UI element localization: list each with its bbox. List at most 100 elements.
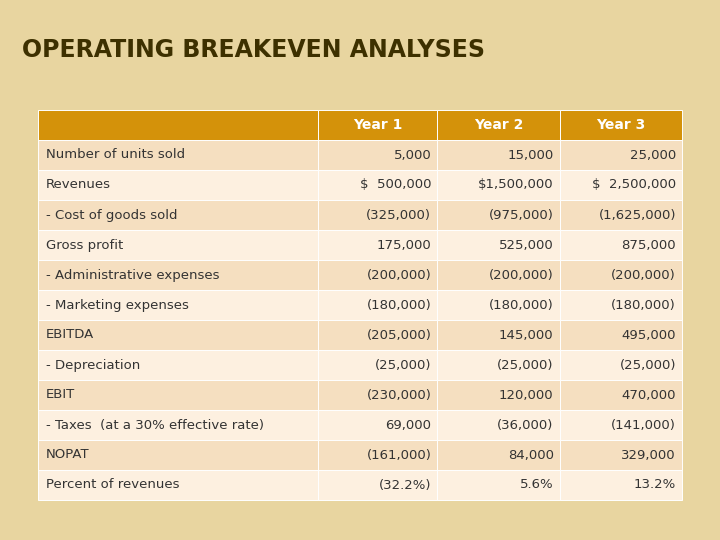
Bar [318,230,437,260]
Bar [437,200,559,230]
Text: 525,000: 525,000 [499,239,554,252]
Bar [559,200,682,230]
Bar [437,140,559,170]
Text: 495,000: 495,000 [621,328,676,341]
Bar [318,170,437,200]
Bar [38,140,318,170]
Bar [38,350,318,380]
Text: 13.2%: 13.2% [634,478,676,491]
Text: 15,000: 15,000 [508,148,554,161]
Bar [38,410,318,440]
Bar [437,410,559,440]
Text: 25,000: 25,000 [630,148,676,161]
Text: EBIT: EBIT [46,388,76,402]
Bar [559,410,682,440]
Text: 875,000: 875,000 [621,239,676,252]
Text: - Taxes  (at a 30% effective rate): - Taxes (at a 30% effective rate) [46,418,264,431]
Text: - Administrative expenses: - Administrative expenses [46,268,220,281]
Bar [437,350,559,380]
Text: Year 1: Year 1 [353,118,402,132]
Bar [38,200,318,230]
Bar [437,290,559,320]
Text: Year 3: Year 3 [596,118,645,132]
Text: (32.2%): (32.2%) [379,478,431,491]
Bar [318,470,437,500]
Text: EBITDA: EBITDA [46,328,94,341]
Bar [318,200,437,230]
Text: - Cost of goods sold: - Cost of goods sold [46,208,178,221]
Bar [318,440,437,470]
Text: 175,000: 175,000 [377,239,431,252]
Bar [38,320,318,350]
Bar [559,380,682,410]
Bar [318,320,437,350]
Bar [559,140,682,170]
Text: (205,000): (205,000) [366,328,431,341]
Text: (200,000): (200,000) [611,268,676,281]
Text: OPERATING BREAKEVEN ANALYSES: OPERATING BREAKEVEN ANALYSES [22,38,485,62]
Text: (1,625,000): (1,625,000) [598,208,676,221]
Text: (975,000): (975,000) [489,208,554,221]
Bar [38,380,318,410]
Bar [437,380,559,410]
Bar [437,320,559,350]
Text: Percent of revenues: Percent of revenues [46,478,179,491]
Bar [318,260,437,290]
Text: (161,000): (161,000) [366,449,431,462]
Text: (36,000): (36,000) [498,418,554,431]
Text: (230,000): (230,000) [366,388,431,402]
Bar [38,290,318,320]
Text: 329,000: 329,000 [621,449,676,462]
Text: 5,000: 5,000 [394,148,431,161]
Bar [318,110,437,140]
Bar [559,170,682,200]
Text: (200,000): (200,000) [489,268,554,281]
Bar [559,110,682,140]
Bar [318,140,437,170]
Bar [559,350,682,380]
Text: Gross profit: Gross profit [46,239,123,252]
Text: (200,000): (200,000) [366,268,431,281]
Bar [559,320,682,350]
Text: 5.6%: 5.6% [520,478,554,491]
Bar [437,470,559,500]
Bar [38,230,318,260]
Text: - Marketing expenses: - Marketing expenses [46,299,189,312]
Text: 145,000: 145,000 [499,328,554,341]
Bar [437,440,559,470]
Text: 84,000: 84,000 [508,449,554,462]
Text: Revenues: Revenues [46,179,111,192]
Text: (180,000): (180,000) [489,299,554,312]
Bar [559,440,682,470]
Text: $  500,000: $ 500,000 [360,179,431,192]
Bar [38,170,318,200]
Bar [38,110,318,140]
Text: Number of units sold: Number of units sold [46,148,185,161]
Bar [437,110,559,140]
Text: NOPAT: NOPAT [46,449,89,462]
Bar [318,350,437,380]
Bar [38,470,318,500]
Bar [559,470,682,500]
Text: (325,000): (325,000) [366,208,431,221]
Bar [437,170,559,200]
Text: 120,000: 120,000 [499,388,554,402]
Text: (25,000): (25,000) [375,359,431,372]
Text: 69,000: 69,000 [385,418,431,431]
Bar [318,410,437,440]
Bar [559,290,682,320]
Bar [38,260,318,290]
Bar [437,230,559,260]
Bar [38,440,318,470]
Text: $1,500,000: $1,500,000 [478,179,554,192]
Text: (141,000): (141,000) [611,418,676,431]
Text: 470,000: 470,000 [621,388,676,402]
Bar [318,380,437,410]
Text: (25,000): (25,000) [619,359,676,372]
Text: Year 2: Year 2 [474,118,523,132]
Bar [318,290,437,320]
Text: - Depreciation: - Depreciation [46,359,140,372]
Bar [559,230,682,260]
Text: (180,000): (180,000) [611,299,676,312]
Text: (180,000): (180,000) [366,299,431,312]
